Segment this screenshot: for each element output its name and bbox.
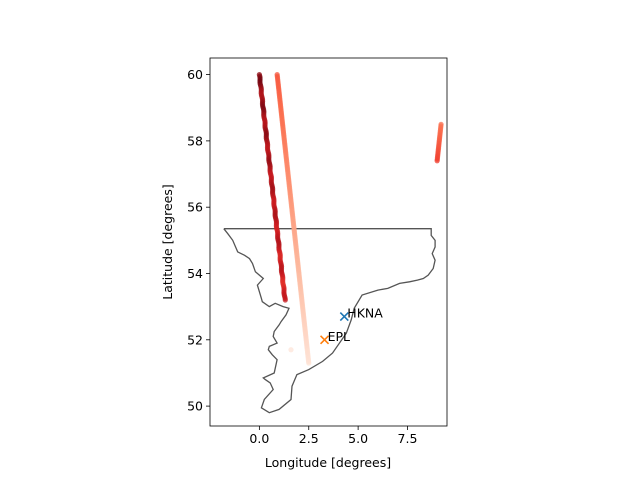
x-tick-label: 0.0 <box>249 431 269 446</box>
y-axis-label: Latitude [degrees] <box>160 184 175 300</box>
x-tick-label: 2.5 <box>299 431 319 446</box>
coastline <box>223 228 436 414</box>
y-tick-label: 56 <box>187 200 203 215</box>
track-point <box>282 297 288 303</box>
track-3 <box>434 121 444 164</box>
y-tick-label: 60 <box>187 67 203 82</box>
y-axis-ticks: 50 52 54 56 58 60 <box>187 67 210 414</box>
station-marker-hkna <box>339 312 349 322</box>
plot-area <box>210 58 447 426</box>
x-axis-ticks: 0.0 2.5 5.0 7.5 <box>249 426 417 446</box>
station-label-epl: EPL <box>328 329 350 344</box>
plot-layer <box>223 71 444 414</box>
track-1 <box>256 71 288 303</box>
y-tick-label: 54 <box>187 266 203 281</box>
station-labels: HKNA EPL <box>328 306 384 344</box>
track-point <box>438 121 444 127</box>
station-label-hkna: HKNA <box>347 306 383 321</box>
axes-frame <box>209 57 448 427</box>
y-tick-label: 50 <box>187 399 203 414</box>
track-point <box>288 347 294 353</box>
track-2 <box>274 71 312 366</box>
tracks-layer <box>256 71 444 366</box>
y-tick-label: 52 <box>187 332 203 347</box>
y-tick-label: 58 <box>187 133 203 148</box>
x-axis-label: Longitude [degrees] <box>265 455 391 470</box>
x-tick-label: 5.0 <box>348 431 368 446</box>
stations-layer <box>319 312 349 345</box>
station-marker-epl <box>319 335 330 345</box>
x-tick-label: 7.5 <box>398 431 418 446</box>
track-point <box>306 360 312 366</box>
